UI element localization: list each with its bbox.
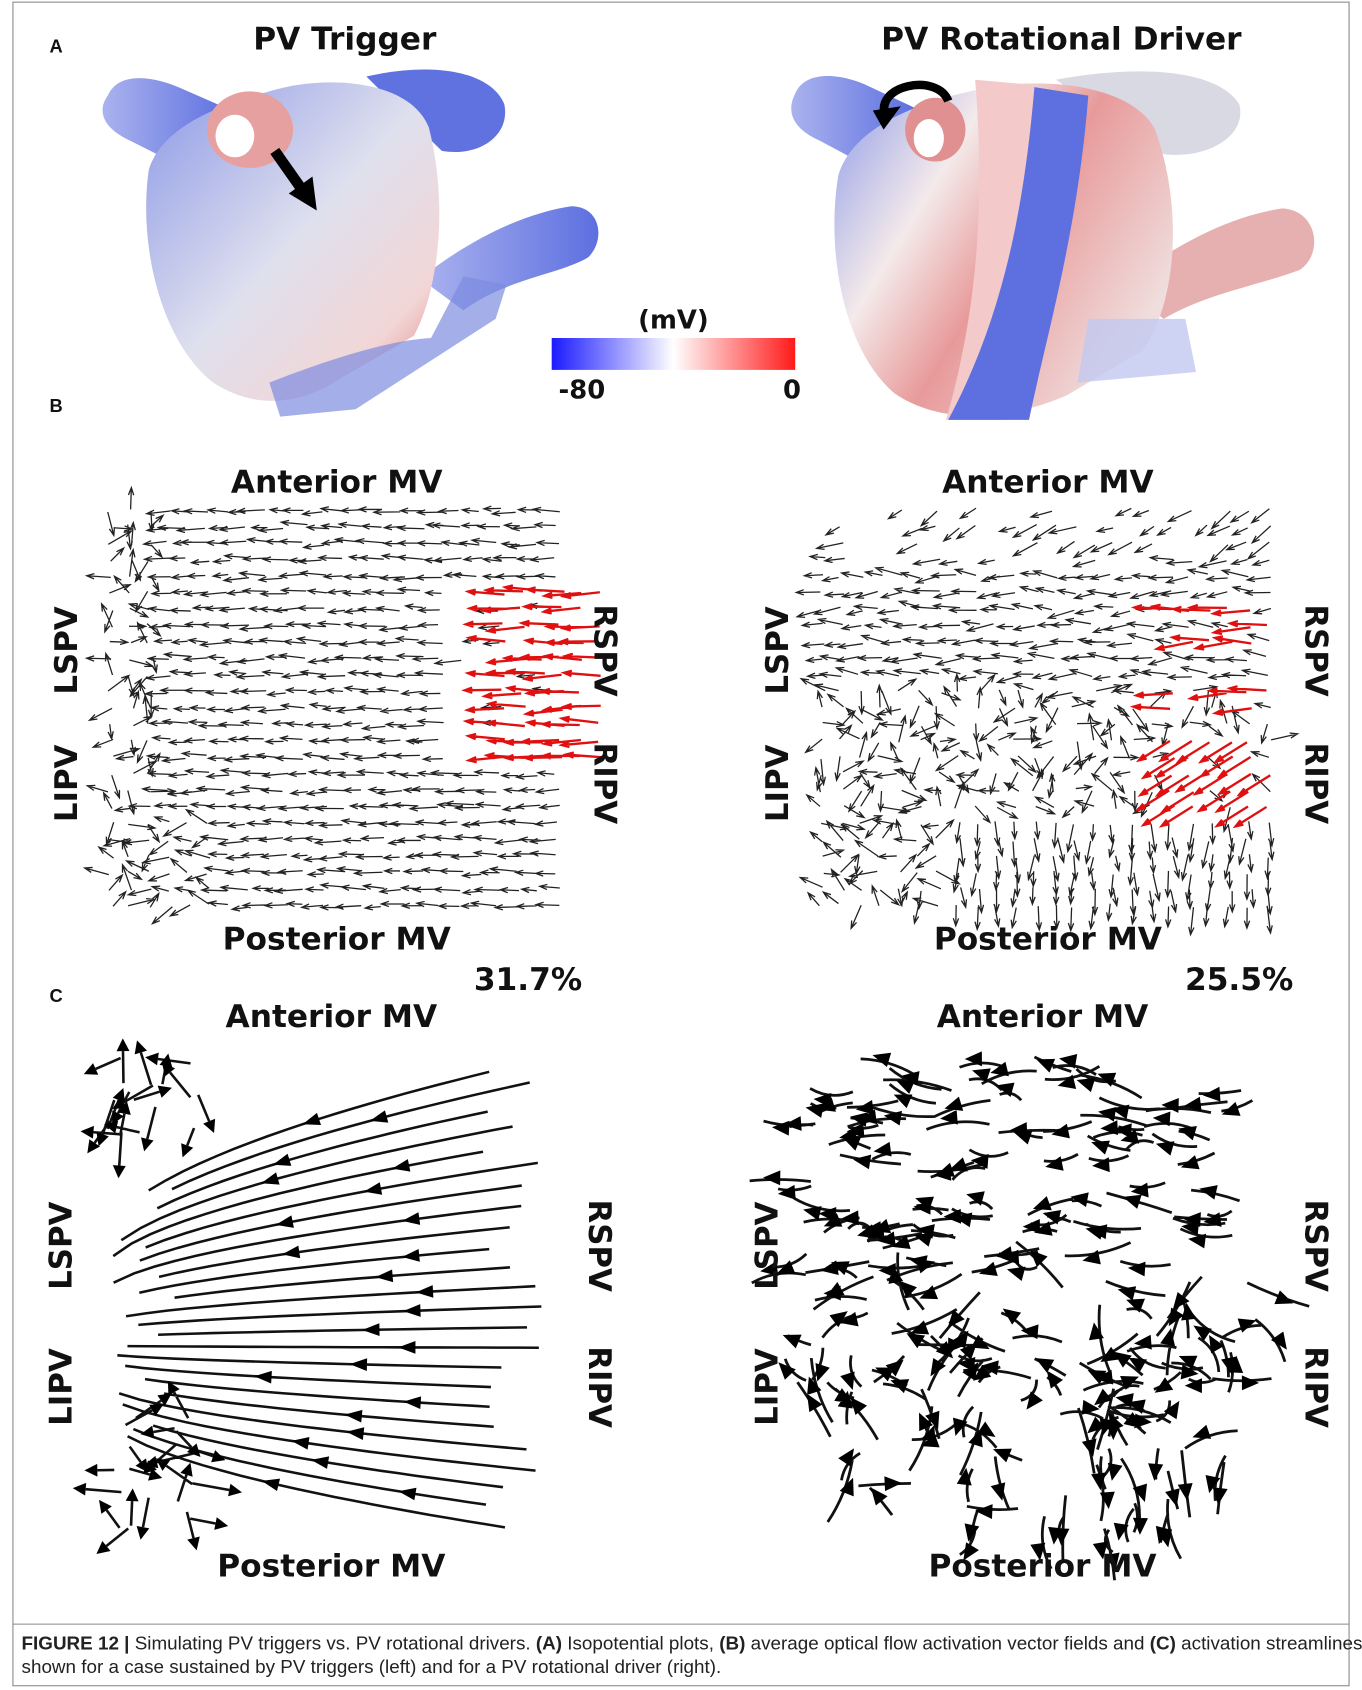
region-label: LIPV xyxy=(43,1348,79,1426)
region-label: Anterior MV xyxy=(231,465,443,501)
region-label: Posterior MV xyxy=(217,1549,445,1585)
caption-figure: FIGURE 12 | xyxy=(22,1633,130,1654)
arrow xyxy=(879,80,953,119)
vein-lumen xyxy=(215,114,255,158)
panel-label: C xyxy=(50,986,63,1006)
plot-title: PV Trigger xyxy=(253,22,437,58)
atrium-body xyxy=(146,82,440,401)
caption-line: shown for a case sustained by PV trigger… xyxy=(22,1656,722,1677)
percent-label: 31.7% xyxy=(474,962,582,998)
caption-line: FIGURE 12 | Simulating PV triggers vs. P… xyxy=(22,1633,1362,1654)
atrium-region xyxy=(948,87,1089,420)
region-label: Anterior MV xyxy=(937,999,1149,1035)
arrow-head xyxy=(872,106,901,130)
colorbar xyxy=(551,338,796,370)
caption-ref: (C) xyxy=(1150,1633,1176,1654)
region-label: RIPV xyxy=(586,743,622,825)
vein xyxy=(1120,208,1315,319)
vector-field-highlight xyxy=(461,584,603,764)
region-label: LSPV xyxy=(43,1202,79,1290)
caption-text: average optical flow activation vector f… xyxy=(745,1633,1149,1654)
region-label: LSPV xyxy=(760,606,796,694)
region-label: RIPV xyxy=(1297,1346,1333,1428)
region-label: Anterior MV xyxy=(226,999,438,1035)
atrium-region xyxy=(1077,318,1197,383)
region-label: LSPV xyxy=(749,1202,785,1290)
caption-ref: (B) xyxy=(719,1633,745,1654)
panel-label: A xyxy=(50,37,63,57)
region-label: Posterior MV xyxy=(934,922,1162,958)
streamline-heads xyxy=(760,1051,1294,1571)
region-label: RSPV xyxy=(1297,1200,1333,1292)
arrow xyxy=(270,147,307,193)
percent-label: 25.5% xyxy=(1185,962,1293,998)
region-label: RSPV xyxy=(581,1200,617,1292)
vector-field xyxy=(794,507,1300,937)
region-label: LSPV xyxy=(49,606,85,694)
region-label: RIPV xyxy=(581,1346,617,1428)
region-label: Posterior MV xyxy=(928,1549,1156,1585)
figure-frame xyxy=(12,1,1350,1687)
vein xyxy=(366,69,506,153)
atrium-right xyxy=(791,71,1315,420)
plots: Anterior MV Posterior MV LSPV LIPV RSPV RIPV 3… xyxy=(43,465,1333,1585)
caption-text: Simulating PV triggers vs. PV rotational… xyxy=(129,1633,535,1654)
vein xyxy=(420,206,599,311)
caption-text: Isopotential plots, xyxy=(562,1633,719,1654)
caption-text: activation streamlines are xyxy=(1176,1633,1362,1654)
region-label: LIPV xyxy=(749,1348,785,1426)
panel-label: B xyxy=(50,396,63,416)
region-label: LIPV xyxy=(49,745,85,823)
region-label: RSPV xyxy=(586,604,622,696)
arrow-head xyxy=(288,176,317,211)
region-label: Posterior MV xyxy=(223,922,451,958)
caption-ref: (A) xyxy=(536,1633,562,1654)
plot-title: PV Rotational Driver xyxy=(881,22,1242,58)
vector-field xyxy=(82,485,560,925)
atrium-region xyxy=(269,276,507,417)
region-label: RSPV xyxy=(1297,604,1333,696)
region-label: Anterior MV xyxy=(942,465,1154,501)
colorbar-max: 0 xyxy=(783,376,801,406)
vector-field-highlight xyxy=(1129,603,1271,829)
atrium-left xyxy=(102,69,599,417)
colorbar-unit: (mV) xyxy=(638,306,709,336)
region-label: RIPV xyxy=(1297,743,1333,825)
streamline-heads xyxy=(72,1038,434,1555)
colorbar-min: -80 xyxy=(559,376,606,406)
region-label: LIPV xyxy=(760,745,796,823)
vein-lumen xyxy=(913,119,944,158)
